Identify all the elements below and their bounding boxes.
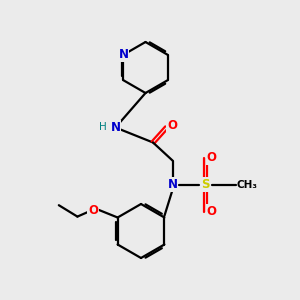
- Text: CH₃: CH₃: [237, 179, 258, 190]
- Text: O: O: [88, 203, 98, 217]
- Text: N: N: [167, 178, 178, 191]
- Text: N: N: [118, 48, 128, 61]
- Text: O: O: [167, 118, 177, 132]
- Text: N: N: [110, 121, 121, 134]
- Text: O: O: [206, 205, 217, 218]
- Text: H: H: [99, 122, 107, 132]
- Text: S: S: [201, 178, 210, 191]
- Text: O: O: [206, 151, 217, 164]
